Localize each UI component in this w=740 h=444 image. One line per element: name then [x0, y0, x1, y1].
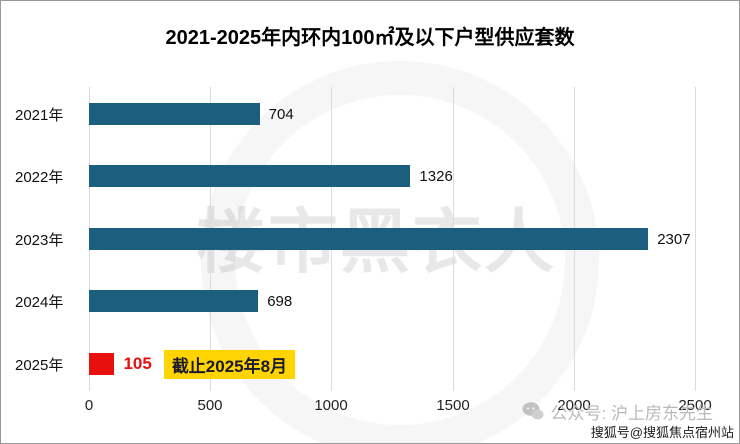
category-label-2025: 2025年 [15, 356, 64, 374]
plot-strip: 704 [89, 102, 695, 126]
category-label-2021: 2021年 [15, 106, 64, 124]
account-watermark-text: 公众号: 沪上房东先生 [550, 404, 713, 423]
highlight-value-label: 105 [123, 354, 152, 373]
chart-title: 2021-2025年内环内100㎡及以下户型供应套数 [165, 27, 575, 49]
plot-strip: 698 [89, 289, 695, 313]
xtick-500: 500 [197, 397, 223, 414]
plot-strip: 2307 [89, 227, 695, 251]
category-label-2023: 2023年 [15, 231, 64, 249]
annotation-badge: 截止2025年8月 [163, 349, 296, 379]
wechat-chat-bubbles-icon [522, 402, 544, 421]
gridline-2500 [695, 87, 696, 391]
category-label-2024: 2024年 [15, 293, 64, 311]
sohu-credit-text: 搜狐号@搜狐焦点宿州站 [590, 425, 734, 440]
plot-strip: 1326 [89, 164, 695, 188]
bar-row-2024: 2024年 698 [1, 289, 739, 313]
bar-2022 [89, 165, 411, 187]
bar-row-2023: 2023年 2307 [1, 227, 739, 251]
xtick-1500: 1500 [436, 397, 470, 414]
plot-strip: 105 截止2025年8月 [89, 349, 695, 379]
category-label-2022: 2022年 [15, 168, 64, 186]
bar-2023 [89, 228, 649, 250]
bar-2021 [89, 103, 260, 125]
value-label-2021: 704 [268, 105, 294, 123]
xtick-1000: 1000 [314, 397, 348, 414]
bar-row-2022: 2022年 1326 [1, 164, 739, 188]
value-label-2022: 1326 [419, 167, 453, 185]
bar-row-2021: 2021年 704 [1, 102, 739, 126]
value-label-2023: 2307 [657, 230, 691, 248]
xtick-0: 0 [84, 397, 94, 414]
xtick-2500: 2500 [678, 397, 712, 414]
bar-row-2025: 2025年 105 截止2025年8月 [1, 349, 739, 379]
xtick-2000: 2000 [557, 397, 591, 414]
bar-2024 [89, 290, 259, 312]
bar-2025-highlight [89, 353, 115, 375]
account-watermark: 公众号: 沪上房东先生 [522, 399, 713, 424]
value-label-2024: 698 [267, 292, 293, 310]
